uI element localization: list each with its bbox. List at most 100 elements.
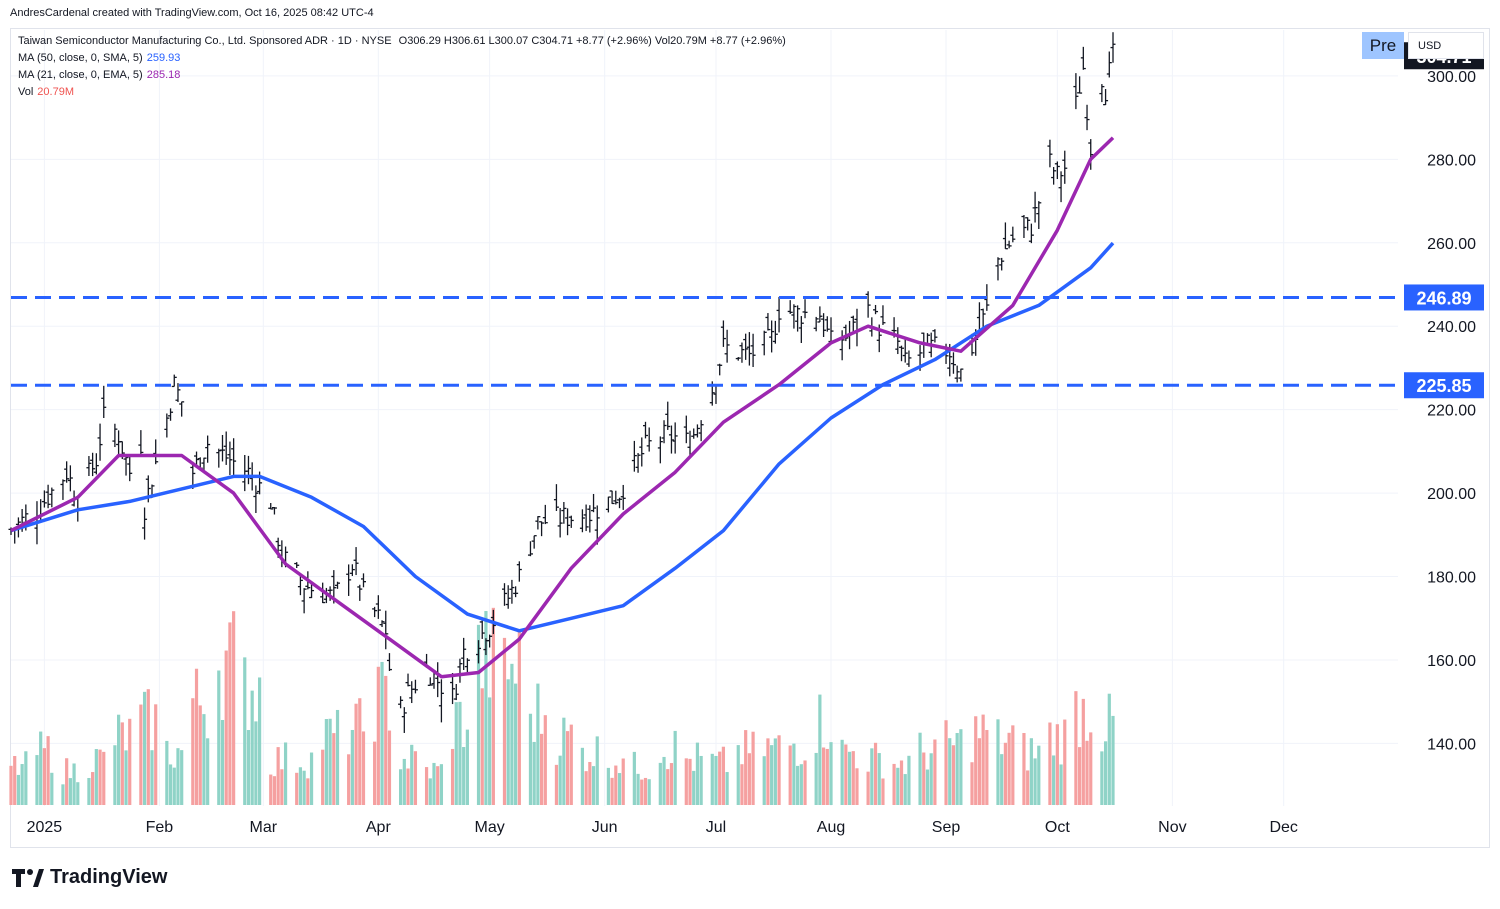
ohlc-bar — [539, 521, 545, 537]
ohlc-bar — [594, 505, 600, 545]
ohlc-bar — [205, 435, 211, 463]
pre-market-badge[interactable]: Pre — [1362, 32, 1404, 59]
volume-bar — [61, 784, 65, 805]
volume-bar — [220, 719, 225, 805]
volume-bar — [666, 769, 670, 805]
ohlc-bar — [412, 679, 418, 694]
ohlc-bar — [383, 610, 389, 650]
legend-vol-label: Vol — [18, 86, 34, 98]
ohlc-bar — [980, 308, 986, 329]
volume-bar — [796, 765, 800, 805]
chart-frame[interactable] — [10, 28, 1490, 848]
legend-vol-row[interactable]: Vol 20.79M — [18, 86, 74, 99]
volume-bar — [46, 736, 50, 805]
tradingview-logo-icon — [12, 868, 44, 887]
volume-bar — [250, 690, 254, 805]
ohlc-bar — [527, 541, 533, 557]
volume-bar — [180, 750, 184, 805]
ohlc-bar — [902, 339, 908, 363]
volume-bar — [1003, 742, 1008, 805]
ohlc-bar — [717, 363, 723, 376]
ohlc-bar — [999, 257, 1005, 271]
volume-bar — [569, 724, 573, 805]
ohlc-bar — [223, 431, 229, 465]
ohlc-bar — [750, 333, 756, 368]
legend-ma50-row[interactable]: MA (50, close, 0, SMA, 5) 259.93 — [18, 52, 180, 65]
ohlc-bar — [798, 316, 804, 343]
volume-bar — [502, 637, 507, 805]
ohlc-bar — [906, 350, 912, 367]
volume-bar — [855, 768, 859, 805]
currency-badge[interactable]: USD — [1408, 32, 1484, 59]
volume-bar — [1078, 747, 1082, 805]
ohlc-bar — [327, 586, 333, 601]
volume-bar — [232, 611, 236, 805]
price-tick-label: 260.00 — [1427, 236, 1476, 253]
volume-bar — [829, 742, 833, 805]
ohlc-bar — [123, 456, 129, 476]
ohlc-bar — [646, 427, 652, 452]
volume-bar — [1111, 715, 1115, 805]
volume-bar — [892, 763, 896, 805]
ohlc-bar — [1028, 223, 1034, 244]
volume-bar — [977, 738, 982, 805]
ohlc-bar — [271, 507, 277, 515]
ohlc-bar — [253, 485, 259, 514]
legend-ma21-row[interactable]: MA (21, close, 0, EMA, 5) 285.18 — [18, 69, 180, 82]
level-price-tag: 246.89 — [1404, 284, 1484, 311]
ohlc-bar — [86, 456, 92, 477]
volume-bar — [636, 773, 640, 805]
ohlc-bar — [531, 535, 537, 549]
volume-bar — [439, 764, 444, 805]
tradingview-logo: TradingView — [12, 866, 167, 889]
ohlc-bar — [505, 585, 511, 609]
price-tick-label: 140.00 — [1427, 736, 1476, 753]
volume-bar — [1007, 732, 1011, 805]
ohlc-bar — [568, 515, 574, 528]
ohlc-bar — [880, 305, 886, 325]
volume-bar — [1052, 755, 1056, 805]
volume-bar — [721, 746, 726, 805]
volume-bar — [647, 779, 651, 805]
ohlc-bar — [1054, 161, 1060, 180]
legend-ohlc: O306.29 H306.61 L300.07 C304.71 +8.77 (+… — [398, 35, 786, 47]
volume-bar — [662, 756, 666, 805]
volume-bar — [309, 752, 314, 805]
ohlc-bar — [1103, 89, 1109, 106]
volume-bar — [428, 778, 432, 805]
ohlc-bar — [665, 401, 671, 430]
ohlc-bar — [668, 425, 674, 454]
ohlc-bar — [739, 342, 745, 363]
volume-bar — [695, 742, 700, 805]
volume-bar — [554, 764, 559, 805]
volume-bar — [402, 758, 406, 805]
volume-bar — [72, 763, 76, 805]
ohlc-bar — [379, 620, 385, 628]
volume-bar — [454, 702, 458, 805]
volume-bar — [825, 748, 829, 805]
ohlc-bar — [795, 305, 801, 332]
ohlc-bar — [683, 415, 689, 444]
volume-bar — [480, 688, 484, 805]
volume-bar — [150, 750, 154, 805]
ohlc-bar — [116, 430, 122, 457]
volume-bar — [873, 742, 878, 805]
time-tick-label: Aug — [817, 819, 845, 836]
ohlc-bar — [501, 583, 507, 606]
ohlc-bar — [268, 502, 274, 510]
volume-bar — [458, 701, 462, 805]
ohlc-bar — [67, 465, 73, 492]
volume-bar — [692, 770, 696, 805]
ohlc-bar — [1010, 226, 1016, 243]
ohlc-bar — [635, 453, 641, 473]
volume-bar — [944, 720, 948, 805]
legend-ma21-label: MA (21, close, 0, EMA, 5) — [18, 69, 143, 81]
volume-bar — [699, 755, 703, 805]
volume-bar — [766, 738, 770, 805]
ohlc-bar — [142, 507, 148, 540]
volume-bar — [588, 761, 592, 805]
volume-bar — [139, 704, 143, 805]
ohlc-bar — [958, 368, 964, 382]
volume-bar — [102, 751, 106, 805]
